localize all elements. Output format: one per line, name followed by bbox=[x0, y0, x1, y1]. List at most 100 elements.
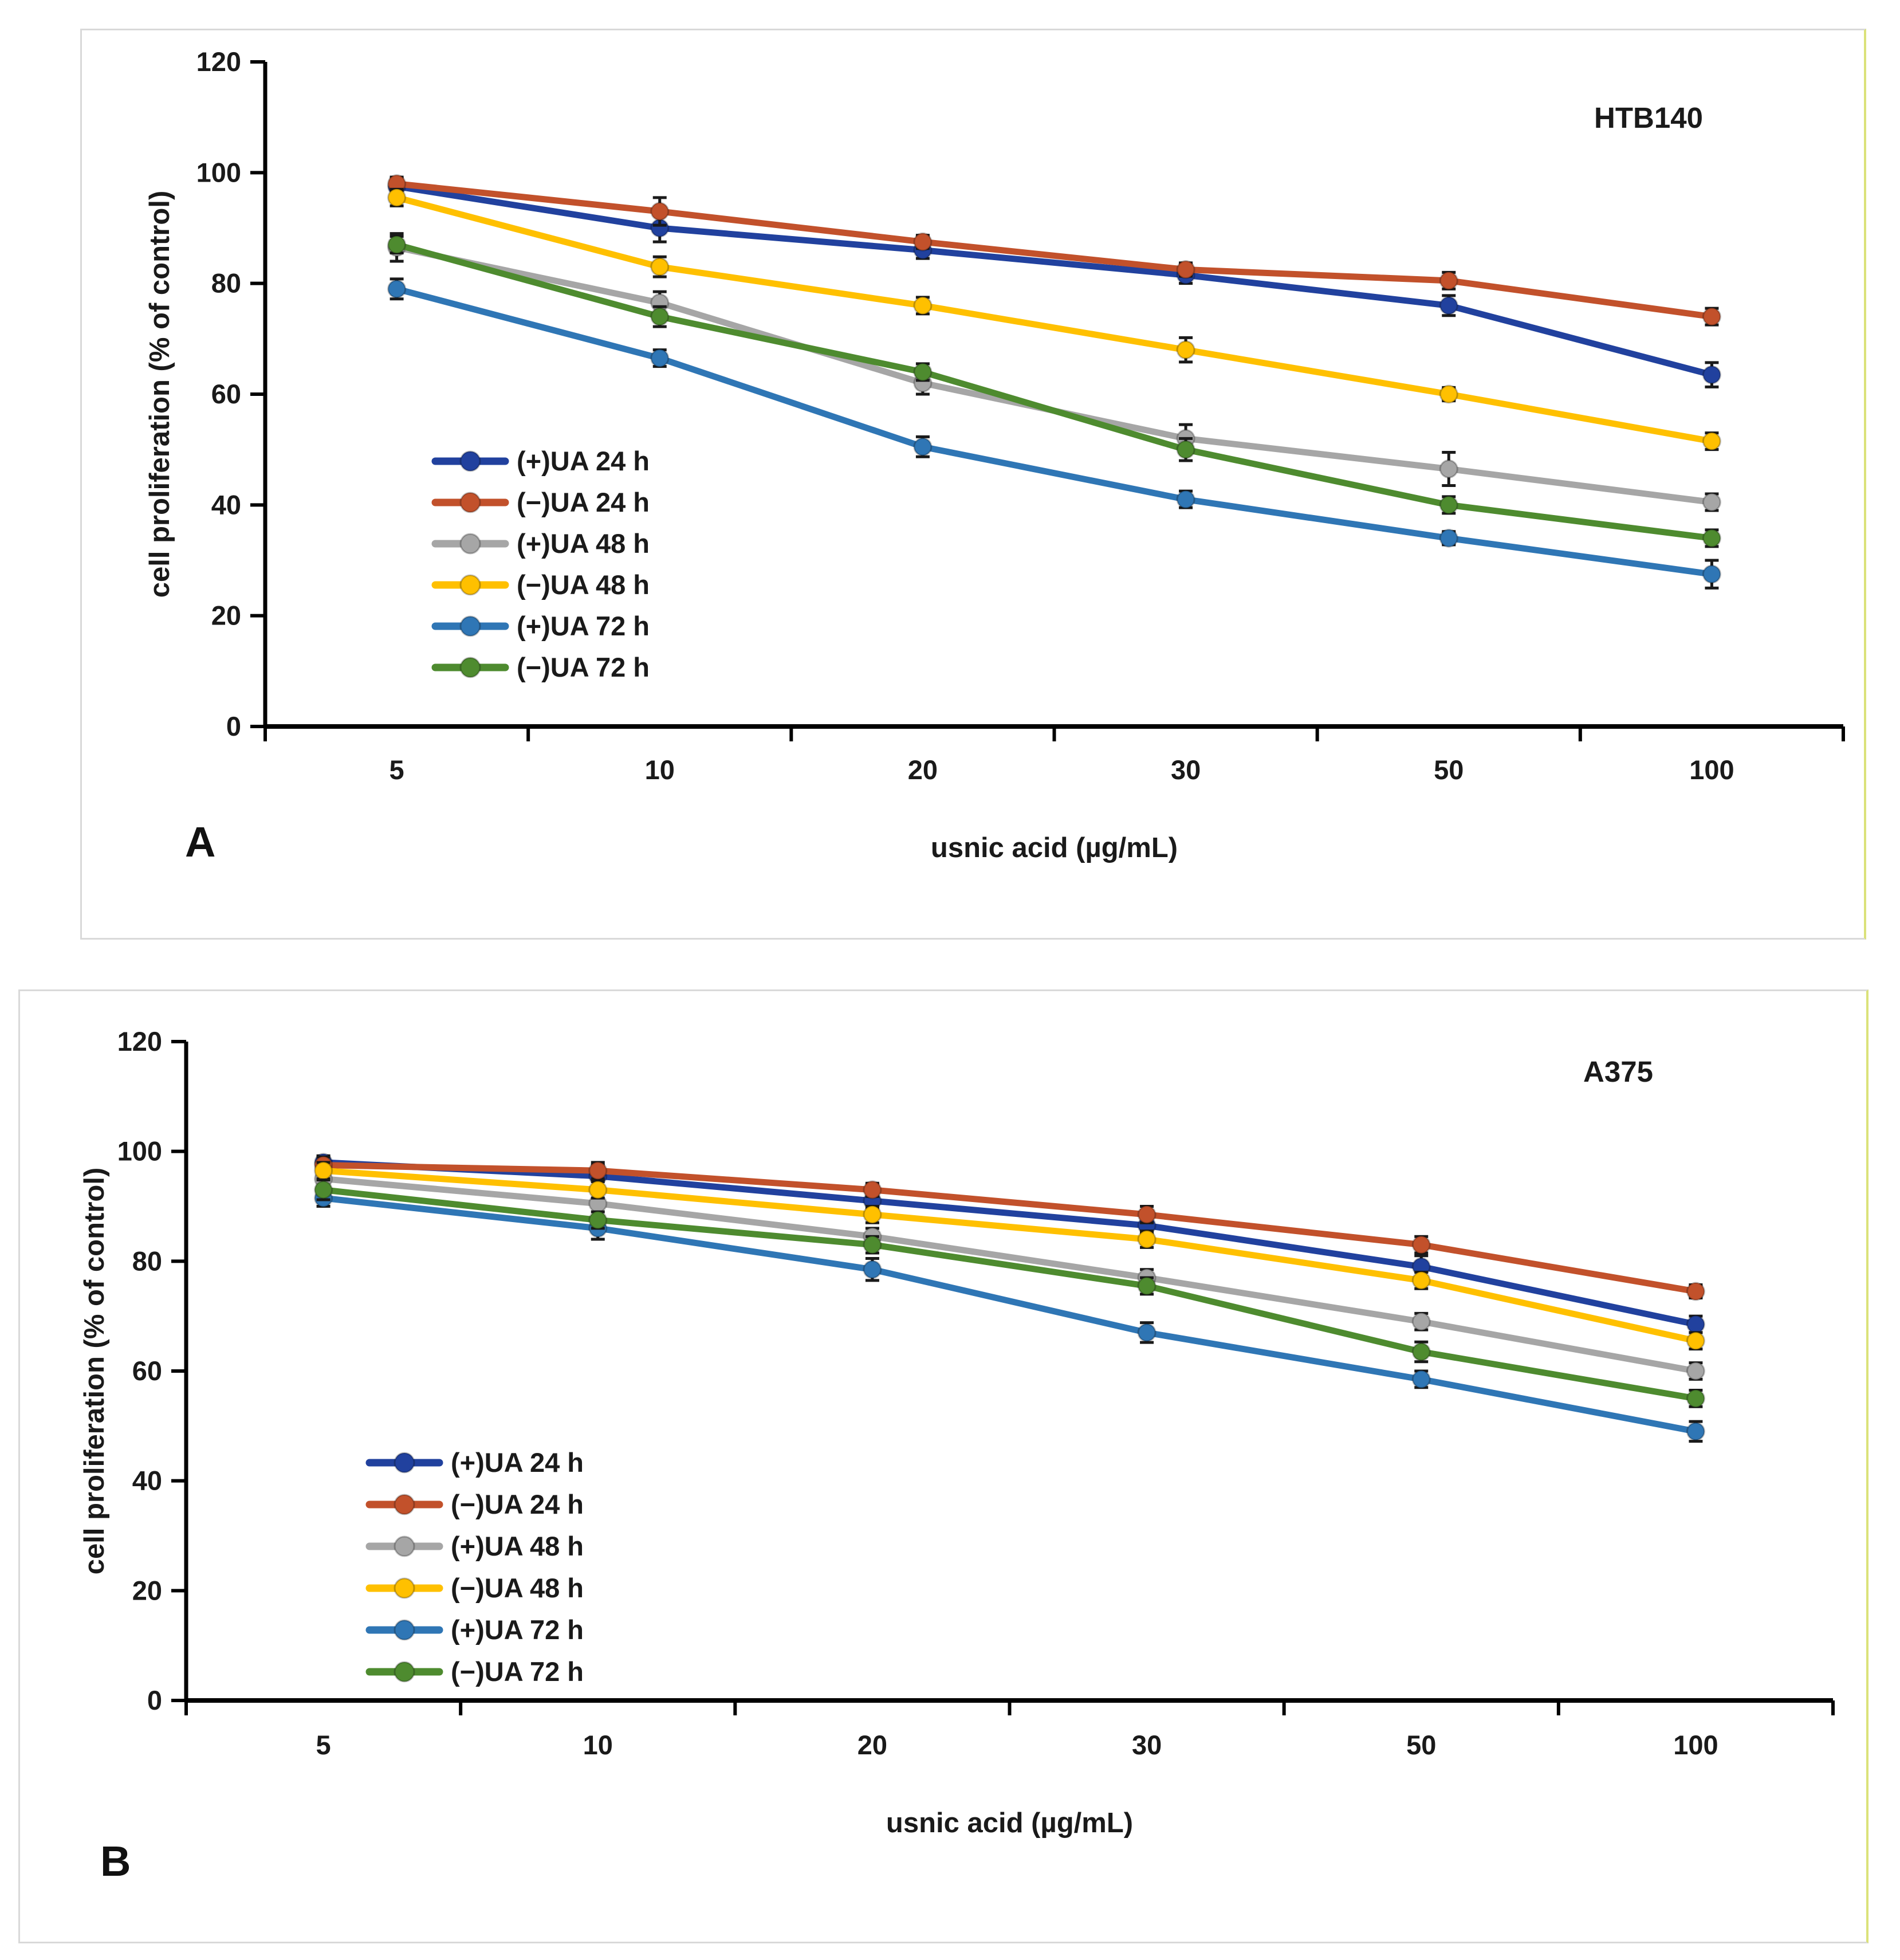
legend-entry: (−)UA 72 h bbox=[431, 652, 650, 682]
legend-marker-icon bbox=[394, 1577, 415, 1599]
legend-label: (+)UA 48 h bbox=[451, 1531, 584, 1561]
y-tick-label: 120 bbox=[117, 1026, 162, 1056]
data-point-marker bbox=[387, 235, 407, 254]
data-point-marker bbox=[650, 307, 670, 327]
data-point-marker bbox=[1439, 296, 1458, 315]
y-tick-label: 100 bbox=[117, 1136, 162, 1166]
data-point-marker bbox=[1686, 1331, 1705, 1350]
data-point-marker bbox=[1686, 1361, 1705, 1381]
data-point-marker bbox=[863, 1260, 882, 1279]
series-(+)UA 24 h bbox=[314, 1153, 1705, 1334]
data-point-marker bbox=[1702, 564, 1721, 584]
series-line bbox=[320, 1167, 1699, 1344]
legend: (+)UA 24 h (−)UA 24 h (+)UA 48 h (−)UA 48 h… bbox=[431, 446, 650, 682]
series-line bbox=[394, 241, 1715, 541]
legend-marker-icon bbox=[394, 1619, 415, 1641]
data-point-marker bbox=[913, 437, 933, 457]
data-point-marker bbox=[1439, 384, 1458, 404]
data-point-marker bbox=[314, 1180, 333, 1200]
series-line bbox=[394, 180, 1715, 320]
data-point-marker bbox=[1176, 490, 1195, 509]
legend-entry: (+)UA 72 h bbox=[431, 611, 650, 641]
series-(−)UA 24 h bbox=[314, 1155, 1705, 1301]
panel-a-htb140: 0 20 40 60 80 100 120 5 10 20 30 50 100 usnic acid (µ… bbox=[80, 29, 1866, 940]
data-point-marker bbox=[1686, 1421, 1705, 1441]
data-point-marker bbox=[314, 1161, 333, 1180]
legend-entry: (−)UA 48 h bbox=[365, 1573, 584, 1603]
data-point-marker bbox=[1137, 1230, 1156, 1249]
x-tick-label: 10 bbox=[583, 1730, 613, 1760]
series-(+)UA 24 h bbox=[387, 176, 1721, 388]
y-tick-label: 60 bbox=[211, 379, 241, 409]
x-tick-label: 5 bbox=[316, 1730, 331, 1760]
legend-entry: (+)UA 24 h bbox=[365, 1447, 584, 1478]
series-line bbox=[394, 183, 1715, 378]
x-tick-label: 100 bbox=[1673, 1730, 1718, 1760]
legend-label: (−)UA 72 h bbox=[451, 1656, 584, 1687]
legend-label: (−)UA 48 h bbox=[451, 1573, 584, 1603]
y-axis-title: cell proliferation (% of control) bbox=[144, 191, 175, 598]
legend-entry: (−)UA 24 h bbox=[431, 487, 650, 517]
data-point-marker bbox=[1439, 528, 1458, 548]
legend-label: (−)UA 48 h bbox=[517, 569, 650, 600]
y-tick-label: 20 bbox=[211, 600, 241, 631]
legend-label: (−)UA 24 h bbox=[451, 1489, 584, 1519]
chart-htb140: 0 20 40 60 80 100 120 5 10 20 30 50 100 usnic acid (µ… bbox=[144, 46, 1845, 863]
legend-label: (−)UA 24 h bbox=[517, 487, 650, 517]
data-point-marker bbox=[863, 1180, 882, 1200]
legend-entry: (−)UA 72 h bbox=[365, 1656, 584, 1687]
legend-marker-icon bbox=[459, 533, 481, 555]
x-tick-label: 50 bbox=[1406, 1730, 1436, 1760]
data-point-marker bbox=[387, 188, 407, 207]
legend-entry: (+)UA 48 h bbox=[431, 528, 650, 559]
x-axis-title: usnic acid (µg/mL) bbox=[931, 832, 1178, 863]
legend-entry: (+)UA 24 h bbox=[431, 446, 650, 476]
y-tick-label: 120 bbox=[196, 46, 241, 77]
data-point-marker bbox=[1439, 495, 1458, 514]
x-tick-label: 30 bbox=[1171, 755, 1201, 785]
legend-entry: (−)UA 24 h bbox=[365, 1489, 584, 1519]
panel-letter-a: A bbox=[185, 818, 216, 866]
y-tick-label: 0 bbox=[226, 711, 241, 741]
y-tick-label: 60 bbox=[132, 1356, 162, 1386]
data-point-marker bbox=[387, 279, 407, 298]
legend-marker-icon bbox=[394, 1452, 415, 1474]
x-tick-label: 10 bbox=[645, 755, 675, 785]
data-point-marker bbox=[1702, 307, 1721, 327]
series-line bbox=[320, 1195, 1699, 1435]
y-tick-label: 0 bbox=[147, 1685, 162, 1715]
y-tick-label: 100 bbox=[196, 157, 241, 187]
chart-a375: 0 20 40 60 80 100 120 5 10 20 30 50 100 usnic acid (µ… bbox=[79, 1026, 1835, 1839]
series-(−)UA 48 h bbox=[314, 1161, 1705, 1351]
legend-entry: (+)UA 72 h bbox=[365, 1615, 584, 1645]
series-line bbox=[320, 1162, 1699, 1295]
x-axis-title: usnic acid (µg/mL) bbox=[886, 1808, 1133, 1839]
x-tick-label: 50 bbox=[1434, 755, 1464, 785]
data-point-marker bbox=[863, 1205, 882, 1224]
x-tick-label: 100 bbox=[1689, 755, 1734, 785]
series-(+)UA 72 h bbox=[387, 277, 1721, 590]
data-point-marker bbox=[913, 296, 933, 315]
data-point-marker bbox=[1439, 459, 1458, 478]
legend-marker-icon bbox=[394, 1494, 415, 1515]
data-point-marker bbox=[1137, 1205, 1156, 1224]
x-tick-label: 20 bbox=[857, 1730, 887, 1760]
legend-entry: (−)UA 48 h bbox=[431, 569, 650, 600]
data-point-marker bbox=[1439, 271, 1458, 290]
series-line bbox=[394, 285, 1715, 578]
legend-marker-icon bbox=[459, 492, 481, 513]
x-tick-label: 30 bbox=[1132, 1730, 1162, 1760]
data-point-marker bbox=[1137, 1323, 1156, 1342]
legend-label: (+)UA 72 h bbox=[517, 611, 650, 641]
legend-label: (+)UA 24 h bbox=[451, 1447, 584, 1478]
data-point-marker bbox=[1686, 1389, 1705, 1408]
x-tick-label: 5 bbox=[390, 755, 404, 785]
data-point-marker bbox=[1702, 493, 1721, 512]
panel-b-a375: 0 20 40 60 80 100 120 5 10 20 30 50 100 usnic acid (µ… bbox=[18, 989, 1868, 1943]
series-line bbox=[320, 1176, 1699, 1374]
legend-label: (+)UA 72 h bbox=[451, 1615, 584, 1645]
data-point-marker bbox=[1411, 1235, 1431, 1255]
data-point-marker bbox=[1411, 1271, 1431, 1290]
legend-marker-icon bbox=[459, 574, 481, 596]
